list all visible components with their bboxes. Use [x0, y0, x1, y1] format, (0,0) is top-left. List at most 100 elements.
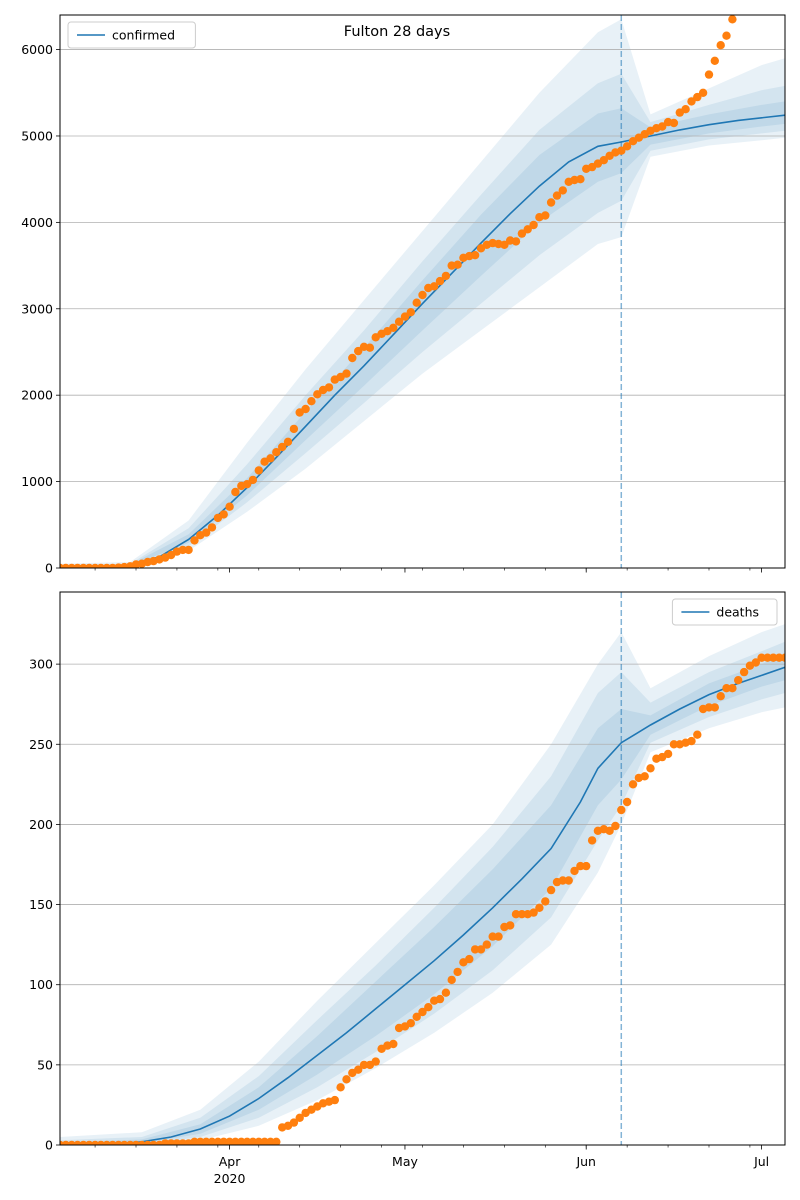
confirmed-observed-point	[365, 343, 375, 352]
confirmed-observed-point	[698, 88, 708, 98]
deaths-observed-point	[511, 910, 521, 919]
confirmed-observed-point	[219, 510, 228, 519]
confirmed-observed-point	[190, 536, 199, 545]
deaths-y-axis: 0 50 100 150 200 250 300	[29, 657, 60, 1153]
deaths-observed-point	[693, 730, 702, 739]
figure-title: Fulton 28 days	[344, 24, 450, 40]
deaths-observed-point	[336, 1083, 345, 1092]
deaths-observed-point	[517, 910, 527, 919]
deaths-observed-point	[354, 1065, 363, 1074]
confirmed-band-middle	[60, 73, 785, 568]
deaths-observed-point	[494, 932, 503, 941]
deaths-y-tick-label: 0	[45, 1138, 53, 1153]
confirmed-observed-points	[60, 15, 737, 568]
confirmed-observed-point	[435, 276, 445, 286]
deaths-observed-point	[710, 703, 719, 712]
deaths-uncertainty-bands	[60, 624, 785, 1145]
confirmed-observed-point	[225, 502, 234, 511]
deaths-observed-point	[424, 1003, 433, 1012]
deaths-fit-series	[60, 666, 785, 1145]
deaths-observed-point	[734, 676, 743, 685]
deaths-observed-point	[576, 861, 585, 871]
confirmed-observed-point	[412, 298, 421, 307]
confirmed-y-tick-label: 2000	[21, 388, 53, 403]
confirmed-observed-point	[681, 105, 690, 114]
deaths-observed-point	[289, 1118, 299, 1127]
deaths-observed-point	[371, 1057, 380, 1066]
deaths-observed-point	[775, 653, 784, 662]
deaths-y-tick-label: 200	[29, 817, 53, 832]
deaths-observed-points	[60, 653, 785, 1145]
deaths-observed-point	[359, 1060, 369, 1070]
deaths-observed-point	[728, 684, 737, 693]
deaths-observed-point	[687, 736, 696, 746]
confirmed-observed-point	[669, 118, 679, 128]
confirmed-observed-point	[728, 15, 737, 24]
confirmed-observed-point	[722, 31, 731, 40]
confirmed-observed-point	[599, 156, 608, 165]
confirmed-observed-point	[278, 442, 287, 452]
deaths-observed-point	[646, 764, 655, 773]
confirmed-y-axis: 0 1000 2000 3000 4000 5000 6000	[21, 42, 60, 576]
deaths-observed-point	[617, 805, 626, 815]
deaths-observed-point	[558, 876, 567, 885]
deaths-x-tick-label: Apr	[219, 1154, 241, 1169]
confirmed-observed-point	[313, 390, 322, 399]
deaths-observed-point	[412, 1012, 421, 1021]
deaths-observed-point	[640, 772, 649, 781]
deaths-observed-point	[389, 1039, 398, 1049]
confirmed-observed-point	[231, 487, 240, 497]
confirmed-observed-point	[500, 240, 509, 249]
deaths-legend-label: deaths	[716, 605, 759, 620]
deaths-observed-point	[295, 1113, 304, 1123]
deaths-observed-point	[330, 1095, 339, 1105]
deaths-observed-point	[546, 885, 556, 895]
confirmed-observed-point	[517, 229, 527, 238]
confirmed-observed-point	[658, 122, 667, 131]
confirmed-observed-point	[716, 41, 725, 50]
confirmed-y-tick-label: 6000	[21, 42, 53, 57]
deaths-observed-point	[763, 653, 772, 662]
confirmed-observed-point	[283, 437, 293, 446]
confirmed-observed-point	[552, 191, 562, 200]
confirmed-y-tick-label: 0	[45, 561, 53, 576]
deaths-observed-point	[488, 932, 497, 941]
confirmed-x-axis	[94, 568, 763, 573]
confirmed-observed-point	[511, 237, 521, 246]
confirmed-y-tick-label: 1000	[21, 474, 53, 489]
confirmed-observed-point	[389, 323, 398, 332]
deaths-observed-point	[611, 821, 620, 831]
deaths-x-axis: Apr 2020 May Jun Jul	[94, 1145, 769, 1186]
confirmed-observed-point	[529, 220, 538, 230]
confirmed-observed-point	[400, 312, 410, 321]
confirmed-observed-point	[617, 146, 626, 155]
confirmed-observed-point	[272, 448, 281, 457]
confirmed-legend: confirmed	[67, 21, 196, 49]
deaths-y-tick-label: 250	[29, 737, 53, 752]
deaths-observed-point	[342, 1075, 351, 1084]
deaths-observed-point	[506, 921, 515, 930]
deaths-observed-point	[535, 903, 544, 912]
confirmed-observed-point	[693, 92, 702, 102]
confirmed-observed-point	[254, 466, 263, 475]
confirmed-observed-point	[342, 369, 351, 378]
deaths-observed-point	[541, 897, 550, 906]
confirmed-observed-point	[406, 308, 415, 317]
deaths-observed-point	[751, 658, 760, 667]
deaths-observed-point	[435, 994, 445, 1004]
confirmed-y-tick-label: 3000	[21, 301, 53, 316]
confirmed-observed-point	[622, 142, 632, 151]
confirmed-observed-point	[541, 211, 550, 220]
deaths-observed-point	[406, 1019, 415, 1028]
deaths-observed-point	[465, 954, 474, 964]
deaths-observed-point	[669, 740, 679, 749]
deaths-observed-point	[441, 988, 451, 997]
deaths-observed-point	[564, 876, 573, 885]
deaths-observed-point	[447, 975, 456, 985]
deaths-observed-point	[769, 653, 778, 662]
confirmed-observed-point	[558, 186, 567, 195]
deaths-observed-point	[628, 780, 638, 789]
deaths-observed-point	[582, 861, 591, 871]
confirmed-observed-point	[710, 56, 719, 65]
deaths-observed-point	[418, 1007, 427, 1017]
